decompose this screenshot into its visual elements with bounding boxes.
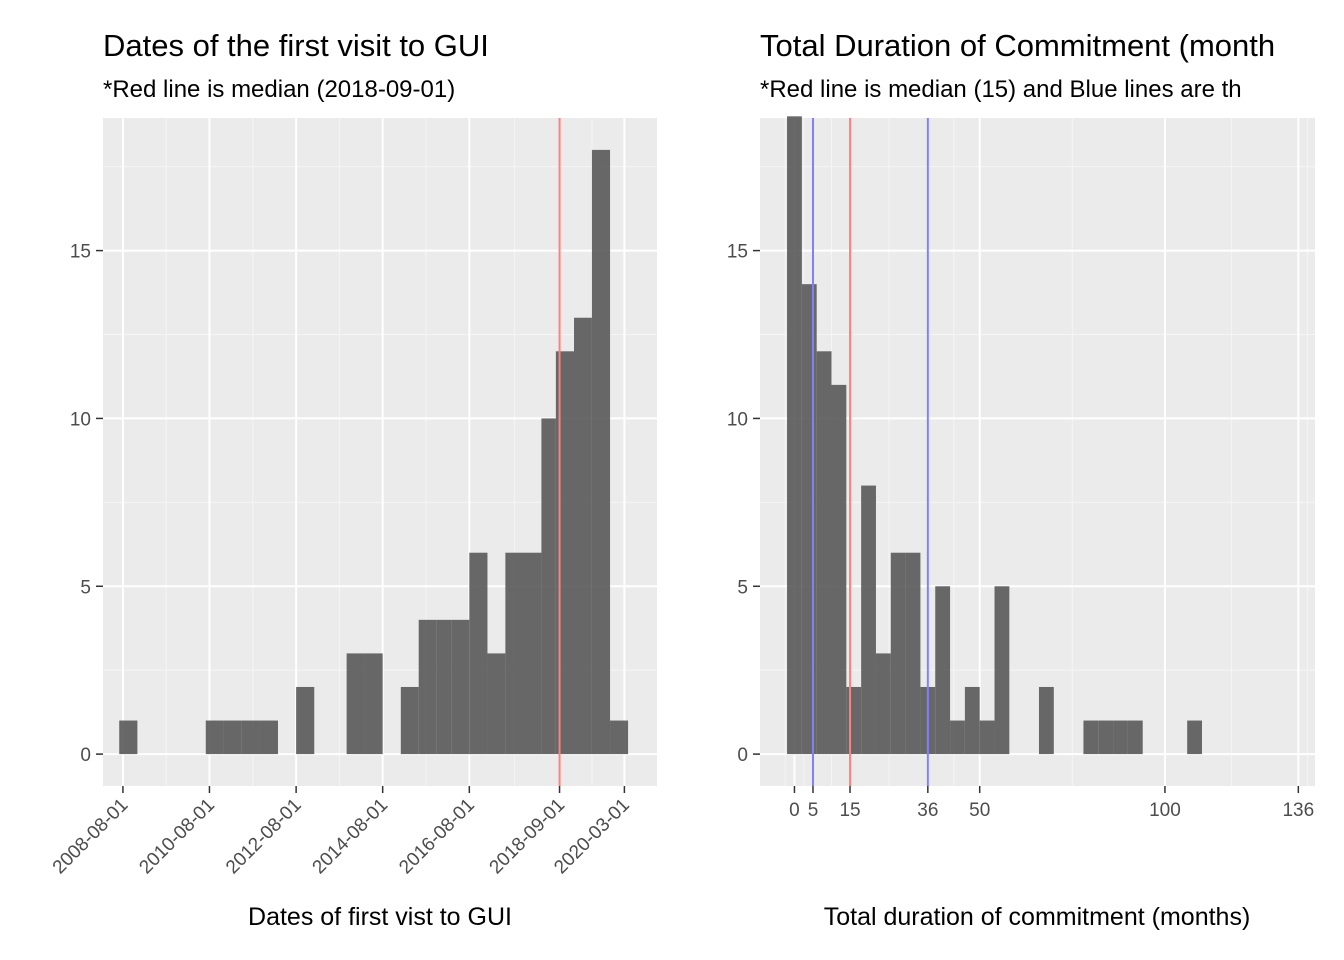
plot-background <box>760 118 1315 786</box>
histogram-bar <box>1127 720 1143 755</box>
histogram-bar <box>875 653 891 755</box>
histogram-bar <box>296 686 315 755</box>
x-tick-label: 2010-08-01 <box>135 795 219 879</box>
histogram-bar <box>994 586 1010 755</box>
histogram-bar <box>523 552 542 755</box>
histogram-bar <box>861 485 876 755</box>
histogram-bar <box>801 284 817 755</box>
left-histogram-panel: Dates of the first visit to GUI *Red lin… <box>49 28 657 931</box>
histogram-bar <box>223 720 242 755</box>
histogram-bar <box>610 720 629 755</box>
histogram-bar <box>1098 720 1114 755</box>
histogram-bar <box>787 116 802 755</box>
x-tick-label: 5 <box>808 800 819 821</box>
y-tick-label: 0 <box>737 745 748 766</box>
right-histogram-panel: Total Duration of Commitment (month *Red… <box>727 28 1315 931</box>
y-tick-label: 10 <box>727 409 748 430</box>
histogram-bar <box>1113 720 1128 755</box>
histogram-bar <box>831 384 847 755</box>
histogram-bar <box>487 653 506 755</box>
histogram-bar <box>364 653 383 755</box>
right-chart-title: Total Duration of Commitment (month <box>760 28 1275 63</box>
histogram-bar <box>400 686 419 755</box>
histogram-bar <box>1187 720 1202 755</box>
histogram-bar <box>935 586 951 755</box>
y-tick-label: 15 <box>727 242 748 263</box>
histogram-bar <box>964 686 980 755</box>
histogram-bar <box>541 418 556 755</box>
x-tick-label: 50 <box>969 800 990 821</box>
y-tick-label: 5 <box>80 577 91 598</box>
histogram-bar <box>979 720 995 755</box>
left-chart-title: Dates of the first visit to GUI <box>103 28 489 63</box>
histogram-bar <box>905 552 921 755</box>
histogram-bar <box>469 552 488 755</box>
x-tick-label: 2014-08-01 <box>309 795 393 879</box>
x-tick-label: 2012-08-01 <box>222 795 306 879</box>
histogram-bar <box>574 317 592 755</box>
histogram-bar <box>816 351 832 755</box>
histogram-bar <box>451 619 470 755</box>
x-tick-label: 2016-08-01 <box>395 795 479 879</box>
x-tick-label: 2008-08-01 <box>49 795 133 879</box>
right-x-axis-title: Total duration of commitment (months) <box>824 903 1251 931</box>
left-chart-subtitle: *Red line is median (2018-09-01) <box>103 76 455 103</box>
histogram-bar <box>505 552 524 755</box>
histogram-bar <box>259 720 278 755</box>
histogram-bar <box>346 653 365 755</box>
right-chart-subtitle: *Red line is median (15) and Blue lines … <box>760 76 1242 103</box>
histogram-bar <box>591 149 611 755</box>
x-tick-label: 0 <box>789 800 800 821</box>
y-tick-label: 15 <box>70 242 91 263</box>
histogram-bar <box>1038 686 1054 755</box>
left-x-axis-title: Dates of first vist to GUI <box>248 903 512 931</box>
x-tick-label: 36 <box>917 800 938 821</box>
x-tick-label: 136 <box>1282 800 1314 821</box>
histogram-bar <box>436 619 452 755</box>
histogram-bar <box>241 720 260 755</box>
y-tick-label: 5 <box>737 577 748 598</box>
histogram-bar <box>1083 720 1099 755</box>
x-tick-label: 15 <box>839 800 860 821</box>
left-plot-area: 0 5 10 15 2008-08-01 2010-08-01 2012-08-01 2014… <box>49 118 657 878</box>
histogram-bar <box>890 552 906 755</box>
histogram-bar <box>846 686 862 755</box>
y-tick-label: 0 <box>80 745 91 766</box>
x-tick-label: 100 <box>1149 800 1181 821</box>
histogram-bar <box>119 720 138 755</box>
histogram-bar <box>205 720 224 755</box>
y-tick-label: 10 <box>70 409 91 430</box>
histogram-bar <box>418 619 437 755</box>
histogram-bar <box>950 720 965 755</box>
